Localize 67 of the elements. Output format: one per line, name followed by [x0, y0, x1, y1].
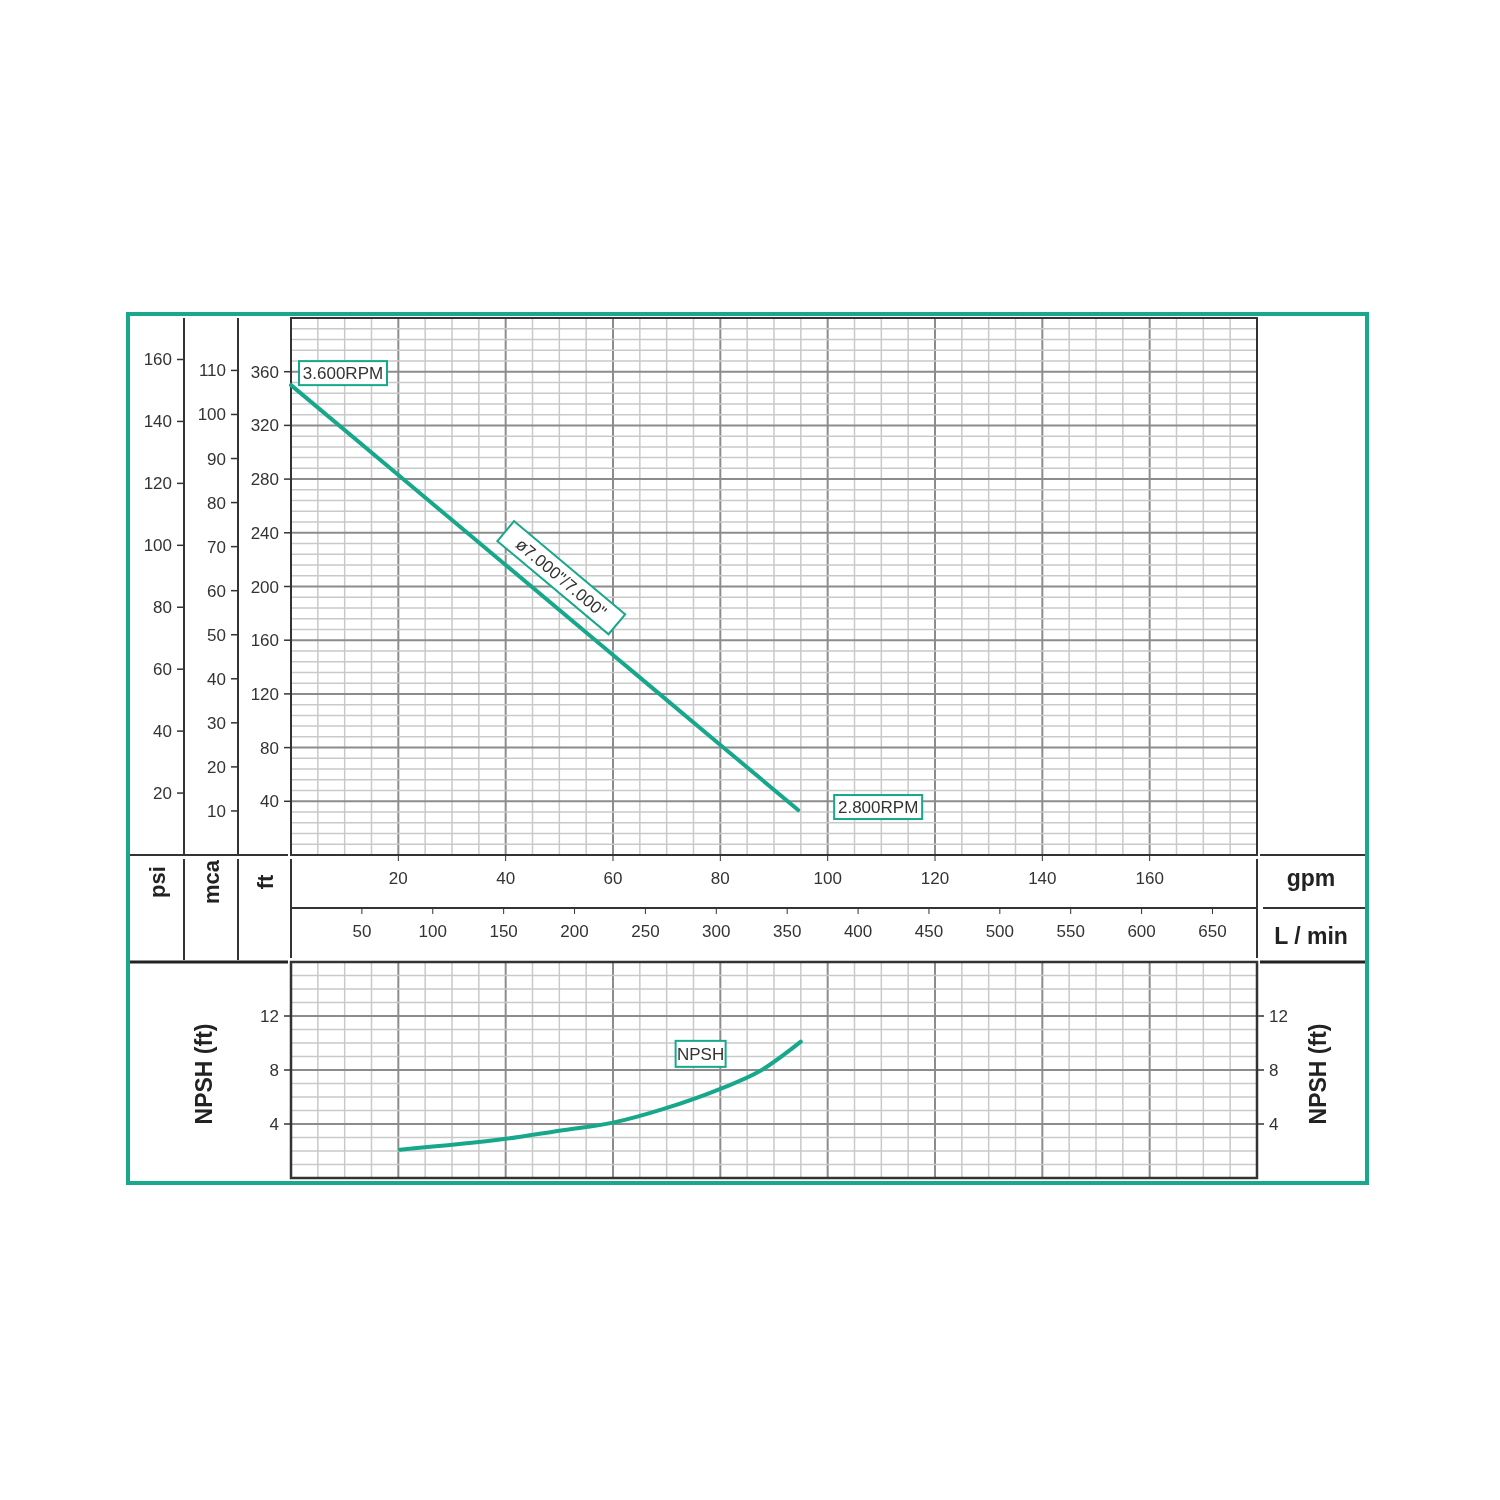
y2-tick-label: 10	[207, 801, 226, 821]
x-tick-label: 100	[813, 869, 842, 888]
x-tick-label: 20	[388, 869, 408, 888]
x2-tick-label: 600	[1127, 922, 1156, 941]
series-label: NPSH	[676, 1044, 725, 1064]
y3-tick-label: 60	[153, 660, 172, 680]
y2-tick-label: 60	[207, 581, 226, 601]
y3-tick-label: 80	[153, 598, 172, 618]
y-tick-label: 240	[250, 523, 279, 543]
y3-tick-label: 140	[143, 412, 172, 432]
y2-tick-label: 40	[207, 669, 226, 689]
annotation: 3.600RPM	[302, 364, 384, 384]
x-tick-label: 40	[496, 869, 516, 888]
x2-tick-label: 150	[489, 922, 518, 941]
x-tick-label: 120	[920, 869, 950, 888]
line-series	[289, 383, 801, 813]
y2-axis-title: mca	[199, 859, 224, 905]
x-tick-label: 160	[1135, 869, 1164, 888]
y-tick-label: 80	[260, 738, 279, 758]
y3-tick-label: 100	[143, 536, 172, 556]
y2-tick-label: 100	[197, 405, 226, 425]
y2-tick-label: 80	[207, 493, 226, 513]
x2-tick-label: 450	[914, 922, 944, 941]
y-tick-label: 360	[250, 362, 279, 382]
y-tick-label: 160	[250, 631, 279, 651]
y2-tick-label: 20	[207, 757, 226, 777]
x2-tick-label: 200	[560, 922, 589, 941]
y-tick-label: 320	[250, 416, 279, 436]
y2-tick-label: 110	[198, 361, 226, 381]
y3-tick-label: 160	[143, 350, 172, 370]
y-tick-label: 40	[260, 792, 279, 812]
x-tick-label: 140	[1028, 869, 1057, 888]
y-tick-label: 200	[250, 577, 279, 597]
y2-tick-label: 50	[207, 625, 226, 645]
x2-tick-label: 250	[631, 922, 660, 941]
x2-tick-label: 550	[1056, 922, 1085, 941]
y-tick-label: 4	[269, 1115, 279, 1134]
y-tick-label: 12	[260, 1007, 279, 1026]
y2-tick-label: 30	[207, 713, 226, 733]
y3-axis-title: psi	[145, 866, 170, 898]
x-tick-label: 60	[603, 869, 623, 888]
x2-tick-label: 100	[418, 922, 447, 941]
annotation: 2.800RPM	[837, 798, 919, 818]
x2-tick-label: 50	[352, 922, 372, 941]
y2-tick-label: 70	[207, 537, 226, 557]
y-tick-label: 8	[269, 1061, 279, 1080]
y-axis-title: ft	[253, 874, 278, 890]
x-tick-label: 80	[710, 869, 730, 888]
x2-tick-label: 400	[843, 922, 873, 941]
x2-tick-label: 350	[773, 922, 802, 941]
x2-tick-label: 650	[1198, 922, 1227, 941]
y-tick-label: 120	[250, 684, 279, 704]
x2-tick-label: 300	[702, 922, 731, 941]
y2-tick-label: 8	[1269, 1061, 1279, 1080]
y2-tick-label: 90	[207, 449, 226, 469]
y2-axis-title: NPSH (ft)	[1305, 1023, 1331, 1125]
y2-tick-label: 12	[1269, 1007, 1288, 1026]
x2-axis-title: L / min	[1274, 923, 1348, 949]
y3-tick-label: 120	[143, 474, 172, 494]
x2-tick-label: 500	[985, 922, 1015, 941]
line-series	[397, 1039, 803, 1152]
y3-tick-label: 40	[153, 722, 172, 742]
y2-tick-label: 4	[1269, 1115, 1279, 1134]
y-tick-label: 280	[250, 470, 279, 490]
y3-tick-label: 20	[153, 784, 172, 804]
x-axis-title: gpm	[1286, 865, 1336, 891]
y-axis-title: NPSH (ft)	[191, 1023, 217, 1125]
